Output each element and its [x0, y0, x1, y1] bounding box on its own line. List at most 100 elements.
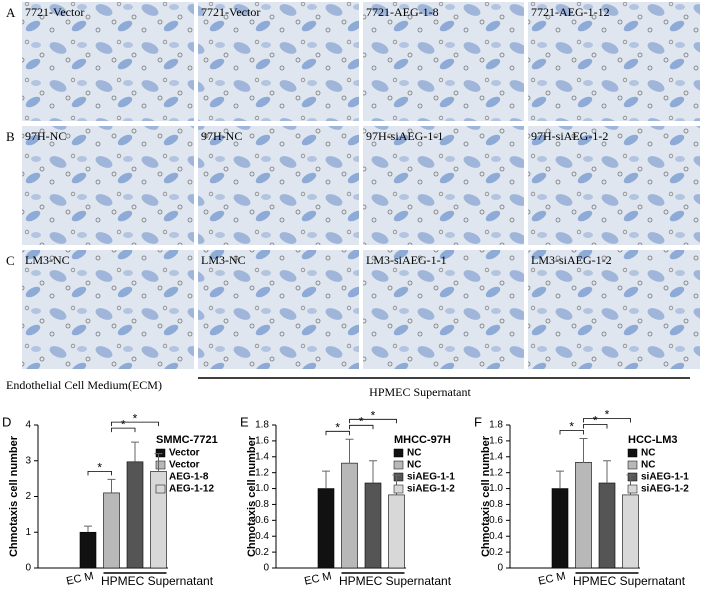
significance-bracket — [349, 418, 397, 424]
micrograph — [22, 250, 194, 369]
x-label-hpmec: HPMEC Supernatant — [339, 574, 452, 588]
micrograph-label: 97H-siAEG-1-2 — [531, 129, 608, 143]
micrograph — [528, 2, 700, 121]
error-bar — [154, 453, 163, 472]
legend-label: siAEG-1-2 — [641, 484, 689, 495]
legend-label: siAEG-1-2 — [407, 484, 455, 495]
error-bar — [131, 441, 139, 462]
y-tick-label: 0 — [25, 563, 31, 574]
legend-title: MHCC-97H — [394, 434, 451, 446]
micrograph-label: LM3-siAEG-1-2 — [531, 253, 612, 267]
legend-swatch — [155, 460, 166, 470]
bar — [341, 462, 358, 569]
y-tick-label: 0.6 — [255, 515, 269, 526]
legend-label: Vector — [169, 448, 200, 459]
y-tick-label: 0 — [263, 563, 269, 574]
bar — [79, 531, 97, 569]
significance-star: * — [359, 414, 364, 428]
micrograph-label: 97H-NC — [201, 129, 242, 143]
chart: E Chmotaxis cell number 0 0.2 0.4 0.6 0.8 1.0 1.… — [240, 408, 455, 588]
y-tick-label: 1.4 — [255, 451, 269, 462]
legend-label: AEG-1-12 — [169, 484, 214, 495]
hpmec-label: HPMEC Supernatant — [369, 385, 471, 399]
micrograph — [363, 2, 524, 121]
x-label-ecm: EC M — [65, 570, 94, 587]
significance-star: * — [133, 411, 138, 425]
micrograph — [22, 126, 194, 245]
legend-label: NC — [407, 460, 421, 471]
significance-bracket — [559, 430, 584, 435]
panel-letter: C — [6, 253, 15, 268]
y-tick-label: 0.4 — [489, 531, 503, 542]
y-tick-label: 0.6 — [489, 515, 503, 526]
significance-star: * — [569, 420, 574, 434]
legend-swatch — [393, 448, 404, 458]
x-label-hpmec: HPMEC Supernatant — [573, 574, 686, 588]
legend-swatch — [627, 460, 638, 470]
legend-label: Vector — [169, 460, 200, 471]
y-tick-label: 1.8 — [489, 420, 503, 431]
y-tick-label: 0.8 — [255, 499, 269, 510]
micrograph-label: 7721-Vector — [25, 5, 84, 19]
significance-star: * — [371, 408, 376, 422]
x-label-ecm: EC M — [537, 570, 566, 587]
significance-bracket — [583, 424, 608, 429]
legend-swatch — [627, 472, 638, 482]
micrograph-label: 7721-AEG-1-8 — [366, 5, 439, 19]
bar — [317, 488, 335, 569]
significance-star: * — [605, 408, 610, 422]
legend-swatch — [155, 448, 166, 458]
micrograph-label: LM3-NC — [201, 253, 246, 267]
significance-star: * — [593, 414, 598, 428]
y-axis-label: Chmotaxis cell number — [8, 435, 20, 557]
legend-label: NC — [407, 448, 421, 459]
ecm-label: Endothelial Cell Medium(ECM) — [6, 378, 162, 392]
y-tick-label: 1 — [25, 527, 31, 538]
error-bar — [322, 470, 330, 489]
y-tick-label: 1.8 — [255, 420, 269, 431]
bar — [126, 461, 144, 569]
micrograph — [198, 126, 359, 245]
significance-star: * — [335, 420, 340, 434]
legend-title: SMMC-7721 — [156, 434, 218, 446]
legend-title: HCC-LM3 — [628, 434, 678, 446]
y-tick-label: 1.6 — [255, 436, 269, 447]
significance-star: * — [121, 417, 126, 431]
y-tick-label: 2 — [25, 491, 31, 502]
y-axis-label: Chmotaxis cell number — [480, 435, 492, 557]
significance-bracket — [349, 424, 374, 430]
x-label-ecm: EC M — [303, 570, 332, 587]
chart: F Chmotaxis cell number 0 0.2 0.4 0.6 0.8 1.0 1.… — [474, 408, 689, 588]
bar — [598, 482, 616, 569]
significance-star: * — [97, 461, 102, 475]
legend-swatch — [155, 484, 166, 494]
y-tick-label: 1.2 — [489, 467, 503, 478]
error-bar — [107, 478, 116, 493]
y-tick-label: 4 — [25, 420, 31, 431]
y-tick-label: 1.4 — [489, 451, 503, 462]
y-tick-label: 1.0 — [255, 483, 269, 494]
micrograph-label: 7721-AEG-1-12 — [531, 5, 610, 19]
significance-bracket — [87, 470, 112, 476]
error-bar — [556, 470, 564, 489]
significance-bracket — [325, 430, 350, 436]
legend-swatch — [627, 448, 638, 458]
legend-label: NC — [641, 448, 655, 459]
legend-label: siAEG-1-1 — [407, 472, 455, 483]
y-tick-label: 0.2 — [255, 547, 269, 558]
y-tick-label: 0.8 — [489, 499, 503, 510]
y-tick-label: 0 — [497, 563, 503, 574]
legend-swatch — [393, 472, 404, 482]
micrograph-label: 7721-Vector — [201, 5, 260, 19]
y-axis-label: Chmotaxis cell number — [246, 435, 258, 557]
panel-letter: F — [474, 414, 482, 429]
x-label-hpmec: HPMEC Supernatant — [101, 574, 214, 588]
significance-bracket — [111, 421, 159, 427]
y-tick-label: 1.0 — [489, 483, 503, 494]
legend-label: NC — [641, 460, 655, 471]
significance-bracket — [583, 418, 631, 423]
y-tick-label: 0.4 — [255, 531, 269, 542]
micrograph-label: LM3-siAEG-1-1 — [366, 253, 447, 267]
